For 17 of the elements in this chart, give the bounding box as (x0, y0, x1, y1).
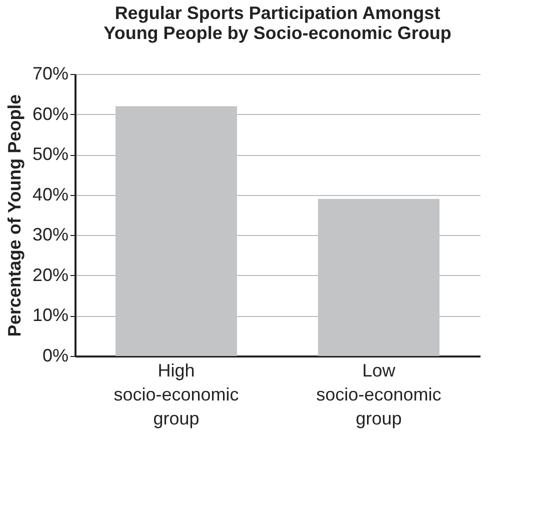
category-label: Low (362, 360, 396, 380)
text: Regular Sports Participation Amongst (114, 3, 440, 23)
text: Young People by Socio-economic Group (104, 23, 452, 43)
y-tick-label: 70% (32, 64, 68, 84)
category-label: group (356, 408, 402, 428)
category-label: socio-economic (114, 384, 239, 404)
y-tick-label: 60% (32, 104, 68, 124)
y-tick-label: 30% (32, 224, 68, 245)
category-label: socio-economic (316, 384, 442, 404)
category-label: group (153, 408, 200, 428)
y-tick-label: 50% (32, 144, 68, 164)
y-axis-title: Percentage of Young People (4, 94, 24, 337)
y-tick-label: 10% (32, 305, 68, 326)
y-tick-label: 20% (32, 264, 68, 285)
y-tick-label: 40% (32, 184, 68, 204)
y-tick-label: 0% (42, 346, 68, 366)
category-label: High (158, 360, 195, 380)
